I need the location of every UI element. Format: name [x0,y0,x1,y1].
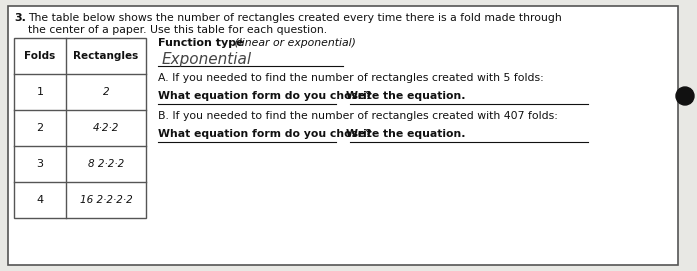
Text: The table below shows the number of rectangles created every time there is a fol: The table below shows the number of rect… [28,13,562,23]
Text: 2: 2 [36,123,43,133]
Text: (linear or exponential): (linear or exponential) [231,38,356,48]
Text: 3: 3 [36,159,43,169]
Text: Rectangles: Rectangles [73,51,139,61]
Text: the center of a paper. Use this table for each question.: the center of a paper. Use this table fo… [28,25,327,35]
Text: Write the equation.: Write the equation. [346,129,466,139]
Text: Exponential: Exponential [162,52,252,67]
Text: 4: 4 [36,195,43,205]
Text: B. If you needed to find the number of rectangles created with 407 folds:: B. If you needed to find the number of r… [158,111,558,121]
Bar [14,38,146,218]
Text: 1: 1 [36,87,43,97]
Text: 3.: 3. [14,13,26,23]
Text: Function type: Function type [158,38,244,48]
Text: 16 2·2·2·2: 16 2·2·2·2 [79,195,132,205]
Text: 4·2·2: 4·2·2 [93,123,119,133]
Text: What equation form do you chose?: What equation form do you chose? [158,91,372,101]
Text: Write the equation.: Write the equation. [346,91,466,101]
Text: 8 2·2·2: 8 2·2·2 [88,159,124,169]
Text: What equation form do you chose?: What equation form do you chose? [158,129,372,139]
Text: A. If you needed to find the number of rectangles created with 5 folds:: A. If you needed to find the number of r… [158,73,544,83]
Text: Folds: Folds [24,51,56,61]
Circle shape [676,87,694,105]
Text: 2: 2 [102,87,109,97]
